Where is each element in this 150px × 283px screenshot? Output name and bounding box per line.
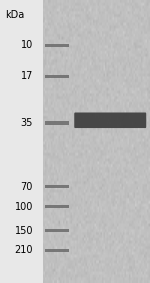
FancyBboxPatch shape (45, 185, 69, 188)
Text: 150: 150 (15, 226, 33, 236)
FancyBboxPatch shape (45, 121, 69, 125)
FancyBboxPatch shape (45, 75, 69, 78)
Text: 35: 35 (21, 118, 33, 128)
FancyBboxPatch shape (74, 112, 146, 128)
Text: kDa: kDa (5, 10, 25, 20)
FancyBboxPatch shape (45, 205, 69, 208)
Text: 17: 17 (21, 71, 33, 82)
FancyBboxPatch shape (45, 229, 69, 232)
FancyBboxPatch shape (0, 0, 43, 283)
FancyBboxPatch shape (45, 44, 69, 47)
Text: 210: 210 (15, 245, 33, 256)
Text: 70: 70 (21, 182, 33, 192)
FancyBboxPatch shape (45, 249, 69, 252)
Text: 10: 10 (21, 40, 33, 50)
Text: 100: 100 (15, 201, 33, 212)
FancyBboxPatch shape (42, 0, 150, 283)
